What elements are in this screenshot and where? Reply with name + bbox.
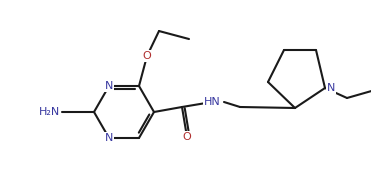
Text: O: O <box>183 132 191 142</box>
Text: N: N <box>105 81 113 91</box>
Text: N: N <box>327 83 335 93</box>
Text: HN: HN <box>204 97 220 107</box>
Text: H₂N: H₂N <box>39 107 60 117</box>
Text: N: N <box>105 133 113 143</box>
Text: O: O <box>142 51 151 61</box>
